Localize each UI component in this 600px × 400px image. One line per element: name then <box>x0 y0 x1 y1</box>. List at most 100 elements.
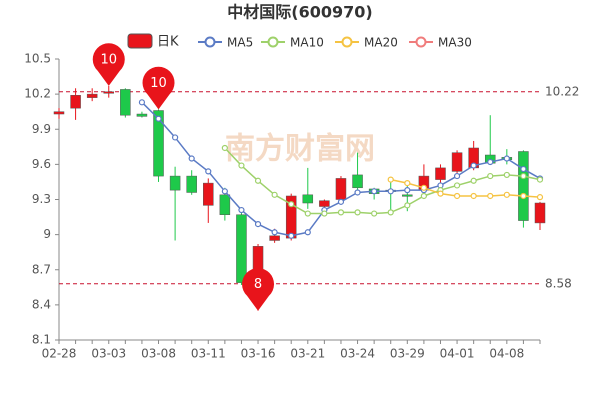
ma-point <box>371 188 378 195</box>
candle-body <box>236 214 247 283</box>
ma-point <box>404 180 411 187</box>
reference-label: 10.22 <box>545 84 579 98</box>
ma-point <box>520 165 527 173</box>
candle-body <box>53 111 65 115</box>
ma-point <box>354 189 361 196</box>
candle-body <box>186 175 197 193</box>
legend-swatch <box>341 36 353 48</box>
ma-point <box>503 191 510 198</box>
y-tick-label: 8.4 <box>32 297 51 311</box>
ma-point <box>503 155 510 162</box>
candle-body <box>219 194 231 215</box>
ma-point <box>520 172 527 180</box>
candle-body <box>153 110 164 177</box>
ma-point <box>487 192 494 200</box>
ma-point <box>271 191 278 198</box>
annotation-label: 8 <box>254 277 262 292</box>
y-tick-label: 8.7 <box>32 262 51 276</box>
ma-point <box>437 190 444 197</box>
ma-point <box>337 209 345 216</box>
x-tick-label: 03-21 <box>290 347 325 361</box>
ma-point <box>420 184 427 191</box>
candle-body <box>120 89 131 116</box>
ma-point <box>404 202 411 209</box>
annotation-pin <box>142 66 175 110</box>
annotation-label: 10 <box>100 52 117 67</box>
ma-point <box>453 172 461 180</box>
ma-point <box>238 162 245 169</box>
ma-point <box>536 176 544 183</box>
ma-point <box>337 198 345 205</box>
annotation-pin <box>92 43 125 86</box>
y-tick-label: 9.6 <box>32 157 51 171</box>
candle-body <box>302 194 314 204</box>
ma-point <box>288 232 295 239</box>
candle-body <box>435 167 446 180</box>
y-tick-label: 9.9 <box>32 122 51 136</box>
x-tick-label: 03-16 <box>241 347 276 361</box>
ma-point <box>288 201 295 208</box>
annotation-pin <box>242 268 275 311</box>
legend: 日K MA5 MA10 MA20 MA30 <box>127 33 472 50</box>
legend-swatch <box>204 36 216 48</box>
legend-label: MA30 <box>438 36 472 50</box>
ma-point <box>387 176 394 183</box>
legend-swatch <box>127 33 153 49</box>
ma-point <box>254 177 262 184</box>
x-tick-label: 03-08 <box>141 347 176 361</box>
y-tick-label: 8.1 <box>32 333 51 347</box>
ma-point <box>304 229 311 236</box>
candle-body <box>103 91 115 94</box>
legend-label: 日K <box>157 35 179 50</box>
ma-point <box>387 209 394 216</box>
candle-body <box>518 151 529 221</box>
annotation-label: 10 <box>150 76 167 91</box>
ma-point <box>321 210 328 217</box>
x-tick-label: 03-29 <box>390 347 425 361</box>
ma-point <box>205 168 212 175</box>
ma-point <box>536 194 544 201</box>
ma-point <box>221 188 228 195</box>
ma-point <box>470 177 477 184</box>
ma-point <box>138 99 146 106</box>
candle-body <box>169 175 181 191</box>
ma-point <box>271 229 278 236</box>
candle-body <box>203 182 214 206</box>
ma-point <box>188 155 195 162</box>
ma-point <box>404 187 411 194</box>
candle-body <box>534 202 546 224</box>
x-tick-label: 04-01 <box>440 347 475 361</box>
ma-point <box>304 210 311 217</box>
ma-point <box>453 192 461 200</box>
y-tick-label: 9.3 <box>32 192 51 206</box>
legend-label: MA10 <box>290 36 324 50</box>
reference-label: 8.58 <box>545 276 572 290</box>
candle-body <box>319 200 330 207</box>
candle-body <box>70 95 81 109</box>
ma-point <box>470 192 477 200</box>
ma-point <box>387 188 394 195</box>
ma-point <box>453 182 461 189</box>
candle-body <box>269 235 280 241</box>
ma-point <box>172 134 179 141</box>
ma-point <box>155 115 162 122</box>
ma-point <box>470 162 477 169</box>
candle-body <box>451 152 463 172</box>
ma-point <box>221 144 228 152</box>
candle-body <box>86 93 98 98</box>
y-tick-label: 10.5 <box>24 52 51 66</box>
ma-point <box>420 192 427 200</box>
ma-point <box>254 220 262 228</box>
legend-label: MA5 <box>227 36 253 50</box>
ma-line <box>390 178 541 198</box>
candle-body <box>402 194 413 197</box>
x-tick-label: 04-08 <box>489 347 524 361</box>
ma-point <box>487 172 494 180</box>
ma-line <box>141 101 541 237</box>
ma-point <box>238 206 245 214</box>
ma-point <box>520 192 527 200</box>
legend-label: MA20 <box>364 36 398 50</box>
candle-body <box>136 113 148 117</box>
ma-point <box>354 209 361 216</box>
